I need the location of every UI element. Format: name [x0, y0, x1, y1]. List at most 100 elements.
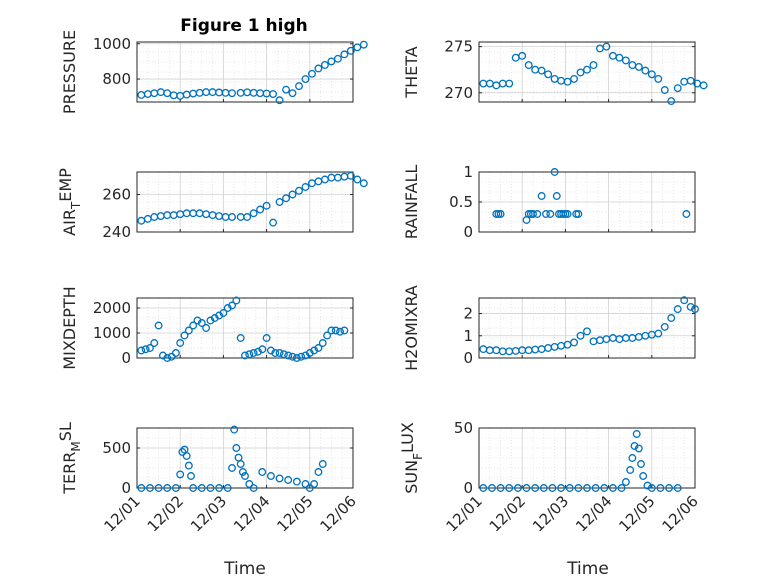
y-axis-label: PRESSURE	[60, 30, 79, 114]
data-point	[228, 89, 236, 98]
y-tick-label: 50	[454, 419, 473, 437]
data-point	[320, 60, 329, 69]
data-point	[141, 345, 150, 354]
data-point	[282, 85, 290, 94]
data-point	[621, 56, 630, 65]
x-tick-label: 12/06	[659, 492, 702, 535]
y-tick-label: 500	[102, 439, 131, 457]
data-point	[266, 346, 275, 355]
data-point	[150, 339, 159, 347]
data-point	[295, 82, 303, 91]
data-point	[301, 75, 310, 84]
data-point	[262, 201, 271, 210]
data-point	[673, 84, 682, 93]
data-point	[228, 213, 236, 221]
data-point	[275, 96, 284, 105]
data-point	[522, 484, 531, 492]
data-point	[591, 484, 600, 492]
data-point	[171, 349, 180, 357]
data-point	[331, 326, 340, 335]
data-point	[691, 305, 699, 314]
data-point	[333, 54, 342, 63]
y-tick-label: 1000	[93, 35, 131, 53]
data-point	[241, 472, 249, 480]
data-point	[206, 484, 215, 492]
y-tick-label: 2	[463, 305, 473, 323]
axes-box	[478, 297, 696, 359]
y-tick-label: 0	[463, 479, 473, 497]
data-point	[323, 331, 332, 340]
data-point	[210, 314, 219, 322]
axes-box	[136, 171, 354, 233]
x-axis-label-right: Time	[566, 559, 609, 579]
data-point	[615, 53, 624, 62]
y-axis-label: AIRTEMP	[56, 168, 83, 236]
data-point	[318, 460, 327, 468]
data-point	[634, 62, 643, 71]
data-point	[269, 90, 278, 99]
data-point	[546, 210, 555, 218]
data-point	[533, 210, 542, 218]
data-point	[245, 350, 254, 359]
data-point	[301, 351, 310, 360]
data-point	[318, 339, 327, 347]
data-point	[241, 351, 249, 360]
grid	[136, 298, 354, 359]
data-point	[637, 460, 645, 468]
data-point	[206, 316, 215, 325]
x-tick-label: 12/04	[230, 492, 273, 535]
y-axis-label: THETA	[402, 46, 421, 98]
data-point	[301, 183, 310, 191]
data-point	[479, 484, 488, 492]
data-point	[219, 309, 228, 317]
data-point	[686, 76, 695, 85]
data-point	[310, 480, 319, 488]
grid	[478, 427, 696, 489]
data-point	[496, 484, 505, 492]
data-point	[542, 210, 550, 218]
subplot-pressure: 800 1000 PRESSURE	[60, 30, 368, 114]
data-point	[189, 484, 198, 492]
data-point	[202, 324, 211, 332]
data-point	[158, 351, 167, 360]
data-point	[665, 484, 674, 492]
data-point	[292, 354, 301, 362]
data-point	[256, 205, 265, 214]
data-point	[359, 40, 368, 49]
data-point	[524, 61, 533, 70]
data-point	[275, 474, 284, 483]
data-point	[600, 484, 609, 492]
data-point	[548, 484, 557, 492]
data-point	[634, 444, 643, 453]
data-point	[271, 349, 280, 357]
data-point	[301, 480, 310, 488]
data-point	[576, 331, 585, 340]
data-point	[266, 472, 275, 480]
data-point	[154, 484, 163, 492]
axes-box	[478, 41, 696, 103]
subplot-theta: 270 275 THETA	[402, 38, 708, 106]
data-series	[137, 171, 368, 227]
y-tick-label: 0	[121, 479, 131, 497]
data-point	[314, 344, 323, 352]
x-tick-label: 12/02	[486, 492, 529, 535]
data-point	[576, 68, 585, 77]
data-series	[479, 42, 708, 106]
data-point	[621, 478, 630, 486]
x-tick-label: 12/04	[572, 492, 615, 535]
data-series	[492, 168, 691, 224]
data-point	[518, 51, 527, 60]
data-point	[544, 70, 553, 79]
data-point	[647, 70, 656, 79]
axes-box	[136, 41, 354, 103]
y-tick-label: 240	[102, 223, 131, 241]
data-point	[632, 430, 641, 438]
data-point	[279, 350, 288, 359]
data-point	[336, 327, 344, 336]
y-tick-label: 800	[102, 70, 131, 88]
data-point	[249, 209, 258, 218]
y-axis-label: H2OMIXRA	[402, 285, 421, 371]
data-point	[602, 42, 611, 51]
x-tick-label: 12/03	[529, 492, 572, 535]
